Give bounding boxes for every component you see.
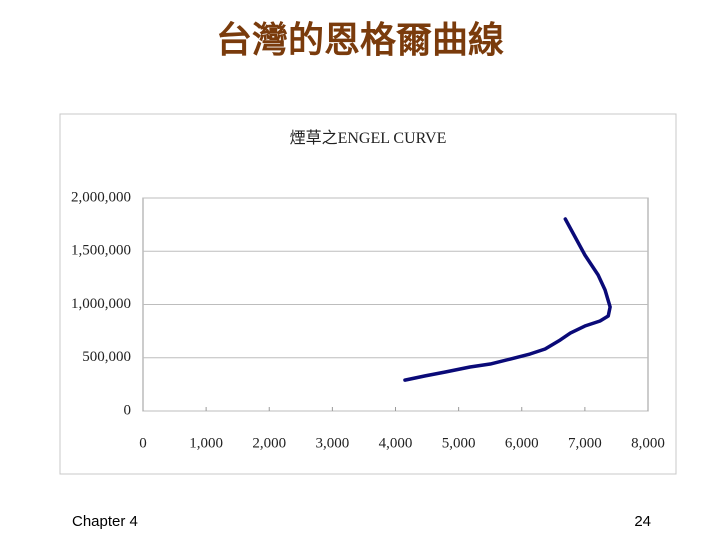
y-tick-label: 500,000 — [82, 349, 131, 365]
line — [403, 217, 612, 382]
slide-title: 台灣的恩格爾曲線 — [216, 19, 504, 61]
y-tick-label: 0 — [124, 402, 132, 418]
x-tick-label: 7,000 — [568, 435, 602, 451]
chart-title: 煙草之ENGEL CURVE — [290, 129, 447, 147]
x-tick-label: 3,000 — [316, 435, 350, 451]
y-tick-label: 1,500,000 — [71, 243, 131, 259]
x-tick-label: 5,000 — [442, 435, 476, 451]
x-tick-label: 2,000 — [252, 435, 286, 451]
x-tick-label: 0 — [139, 435, 147, 451]
y-tick-label: 1,000,000 — [71, 296, 131, 312]
y-tick-label: 2,000,000 — [71, 189, 131, 205]
plot: 0 500,000 1,000,000 1,500,000 2,000,000 0 1,00… — [71, 189, 665, 451]
x-tick-label: 1,000 — [189, 435, 223, 451]
x-tick-label: 6,000 — [505, 435, 539, 451]
x-tick-label: 4,000 — [379, 435, 413, 451]
page-number: 24 — [634, 513, 651, 530]
footer: Chapter 4 — [72, 513, 138, 530]
x-tick-label: 8,000 — [631, 435, 665, 451]
